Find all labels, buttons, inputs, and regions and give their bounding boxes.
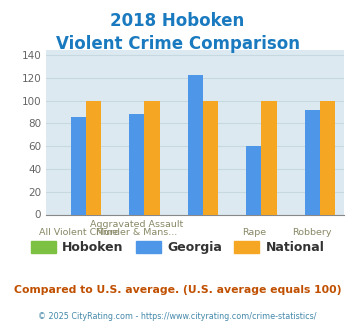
- Bar: [188, 75, 203, 214]
- Text: Violent Crime Comparison: Violent Crime Comparison: [55, 35, 300, 53]
- Bar: [144, 101, 160, 214]
- Text: Rape: Rape: [242, 228, 266, 237]
- Bar: [86, 101, 101, 214]
- Text: All Violent Crime: All Violent Crime: [39, 228, 118, 237]
- Text: © 2025 CityRating.com - https://www.cityrating.com/crime-statistics/: © 2025 CityRating.com - https://www.city…: [38, 312, 317, 321]
- Bar: [320, 101, 335, 214]
- Bar: [71, 116, 86, 214]
- Bar: [261, 101, 277, 214]
- Bar: [246, 146, 261, 214]
- Legend: Hoboken, Georgia, National: Hoboken, Georgia, National: [26, 236, 329, 259]
- Bar: [129, 115, 144, 214]
- Bar: [305, 110, 320, 214]
- Text: Compared to U.S. average. (U.S. average equals 100): Compared to U.S. average. (U.S. average …: [14, 285, 341, 295]
- Text: Robbery: Robbery: [293, 228, 332, 237]
- Bar: [203, 101, 218, 214]
- Text: Murder & Mans...: Murder & Mans...: [96, 228, 178, 237]
- Text: 2018 Hoboken: 2018 Hoboken: [110, 12, 245, 30]
- Text: Aggravated Assault: Aggravated Assault: [90, 220, 184, 229]
